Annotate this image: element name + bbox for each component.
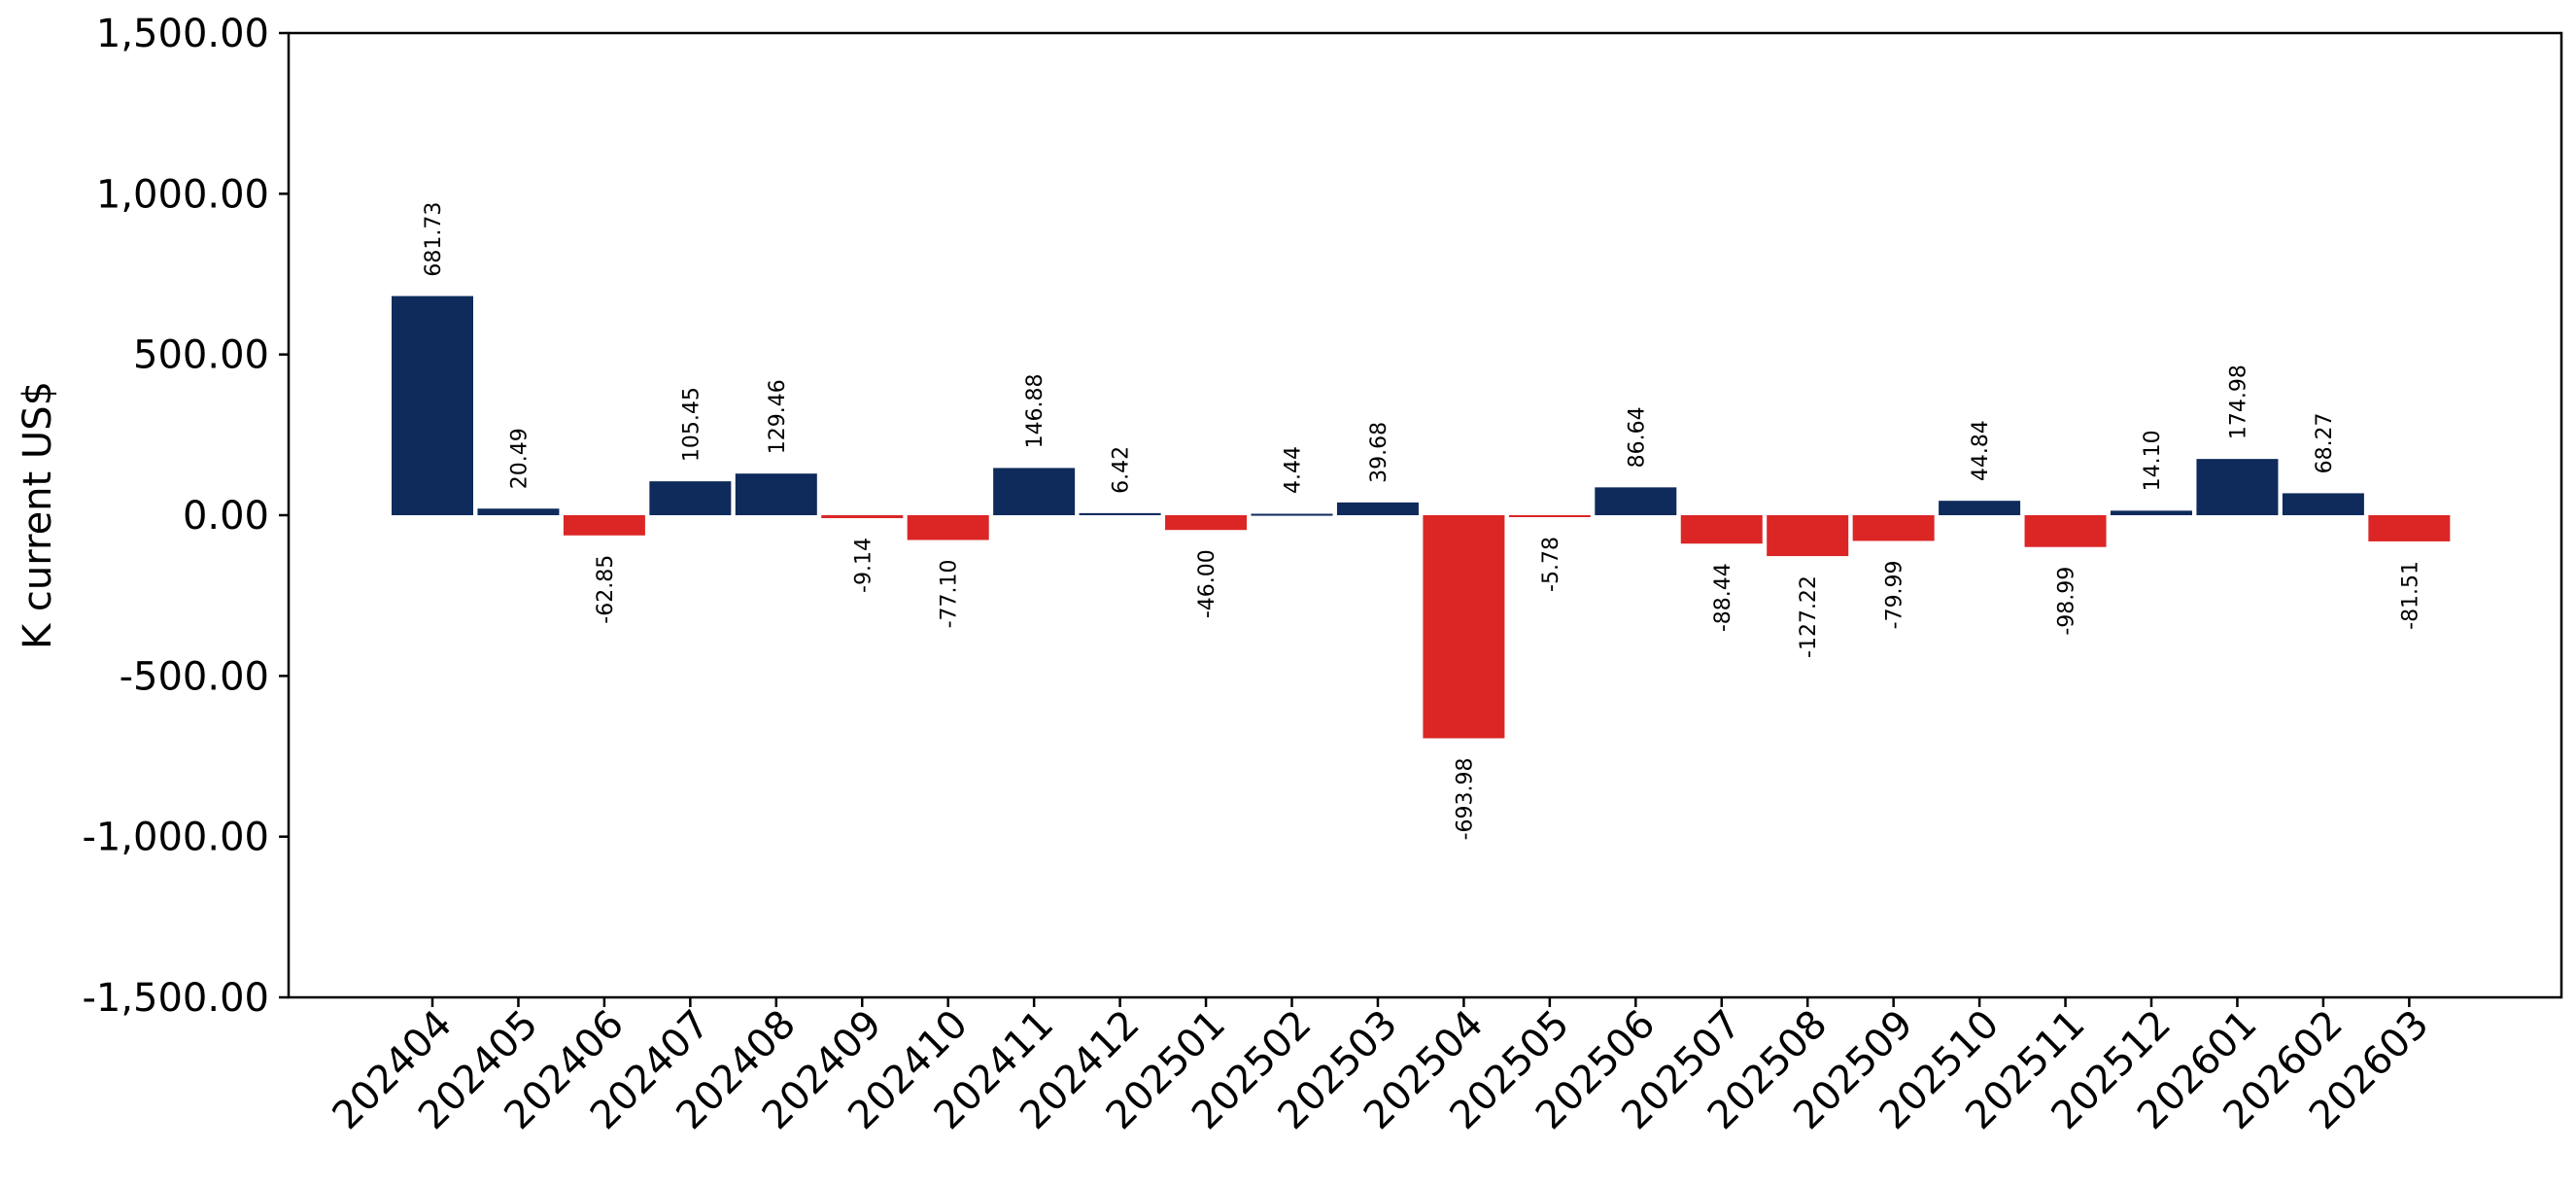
y-tick-label: -1,000.00 [82, 816, 269, 860]
bar [1079, 512, 1161, 515]
bar [1336, 502, 1419, 515]
bar-value-label: -127.22 [1797, 575, 1821, 658]
bar-value-label: 39.68 [1367, 422, 1391, 483]
x-axis: 2024042024052024062024072024082024092024… [325, 997, 2437, 1138]
bar [2111, 510, 2192, 515]
bar-value-label: -9.14 [851, 538, 876, 593]
bar-value-label: 86.64 [1625, 406, 1649, 468]
bar [735, 473, 817, 515]
bar [821, 515, 904, 519]
bar-value-label: -693.98 [1453, 757, 1477, 840]
y-tick-label: 1,000.00 [96, 172, 269, 217]
bar [1423, 515, 1505, 739]
y-tick-label: 1,500.00 [96, 12, 269, 56]
bar [1165, 515, 1248, 531]
bar-value-label: -77.10 [938, 559, 962, 628]
y-axis: 1,500.00 1,000.00 500.00 0.00 -500.00 -1,000.… [82, 12, 289, 1021]
y-axis-label: K current US$ [16, 381, 60, 649]
y-tick-label: -1,500.00 [82, 976, 269, 1021]
bar [2196, 459, 2279, 515]
bar [1680, 515, 1763, 544]
bar [907, 515, 989, 540]
bar-value-label: 44.84 [1969, 420, 1993, 481]
bar-value-label: 129.46 [766, 379, 790, 454]
bar-value-label: -46.00 [1195, 549, 1219, 618]
bar-value-label: 681.73 [422, 202, 446, 277]
bar [1939, 501, 2021, 515]
bar-value-label: -5.78 [1539, 537, 1563, 592]
bar-value-label: -98.99 [2055, 567, 2079, 636]
bar-value-label: 20.49 [507, 428, 532, 489]
bar [1595, 487, 1677, 515]
bar-value-label: 6.42 [1110, 446, 1134, 494]
bar [2368, 515, 2451, 541]
bar [649, 481, 732, 515]
y-tick-label: 0.00 [183, 494, 269, 539]
bar [1767, 515, 1849, 557]
bar-value-label: 4.44 [1282, 446, 1306, 494]
bar-value-label: 174.98 [2226, 365, 2250, 439]
bar [1852, 515, 1935, 541]
bar-value-label: -62.85 [594, 555, 618, 624]
bar [477, 508, 560, 515]
bar [993, 468, 1076, 515]
y-tick-label: 500.00 [133, 333, 269, 378]
bar-value-label: 68.27 [2313, 412, 2337, 473]
y-tick-label: -500.00 [120, 654, 269, 699]
bar-value-label: 14.10 [2141, 430, 2165, 491]
bar [392, 296, 473, 515]
bar [2024, 515, 2107, 547]
bar [2282, 493, 2364, 515]
value-labels-group: 681.73 20.49 -62.85 105.45 129.46 -9.14 -77.10… [422, 202, 2422, 841]
bar-value-label: 105.45 [679, 387, 704, 462]
bar-value-label: -79.99 [1883, 560, 1907, 629]
bar [1508, 515, 1591, 517]
bars-group [392, 296, 2451, 739]
bar-value-label: 146.88 [1023, 373, 1048, 448]
bar [563, 515, 645, 536]
bar-value-label: -88.44 [1711, 563, 1735, 632]
bar-value-label: -81.51 [2398, 561, 2422, 630]
bar [1251, 513, 1333, 516]
